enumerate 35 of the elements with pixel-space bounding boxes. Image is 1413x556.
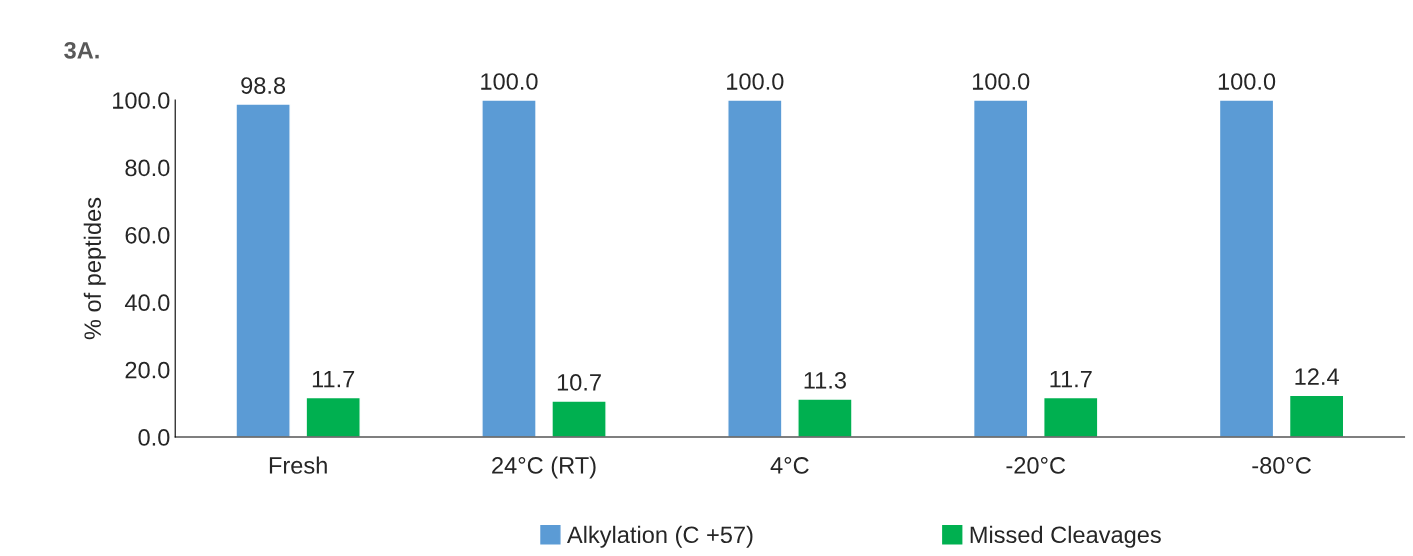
bar [1043,396,1099,438]
data-label: 100.0 [727,73,784,90]
x-tick-label: 24°C (RT) [492,456,596,479]
data-label: 10.7 [557,374,601,391]
bar [235,103,291,438]
x-tick-label: Fresh [269,456,327,474]
data-label: 11.3 [804,372,846,389]
data-label: 11.7 [312,370,355,388]
bar [481,100,537,438]
data-label: 100.0 [972,73,1030,90]
data-label: 12.4 [1295,368,1339,385]
bar [305,396,361,438]
data-label: 100.0 [481,73,538,90]
data-label: 98.8 [241,77,286,94]
bar [551,400,607,438]
y-tick-label: 0.0 [138,429,170,446]
x-tick-label: 4°C [770,457,809,474]
x-tick-label: -20°C [1006,457,1066,474]
bar [1288,394,1345,438]
y-tick-label: 60.0 [125,226,170,244]
y-axis-title: % of peptides [83,197,106,340]
x-tick-label: -80°C [1252,457,1311,474]
bar [1218,100,1275,438]
bar [727,100,783,438]
y-tick-label: 100.0 [113,92,170,109]
chart-title: 3A. [64,41,99,59]
y-tick-label: 40.0 [124,294,170,312]
y-tick-label: 20.0 [125,361,170,379]
bar [972,100,1029,438]
y-tick-label: 80.0 [125,159,170,177]
legend-label: Missed Cleavages [970,525,1161,548]
data-label: 100.0 [1218,73,1276,90]
legend-label: Alkylation (C +57) [566,525,753,548]
data-label: 11.7 [1050,370,1092,388]
bar [797,398,853,438]
